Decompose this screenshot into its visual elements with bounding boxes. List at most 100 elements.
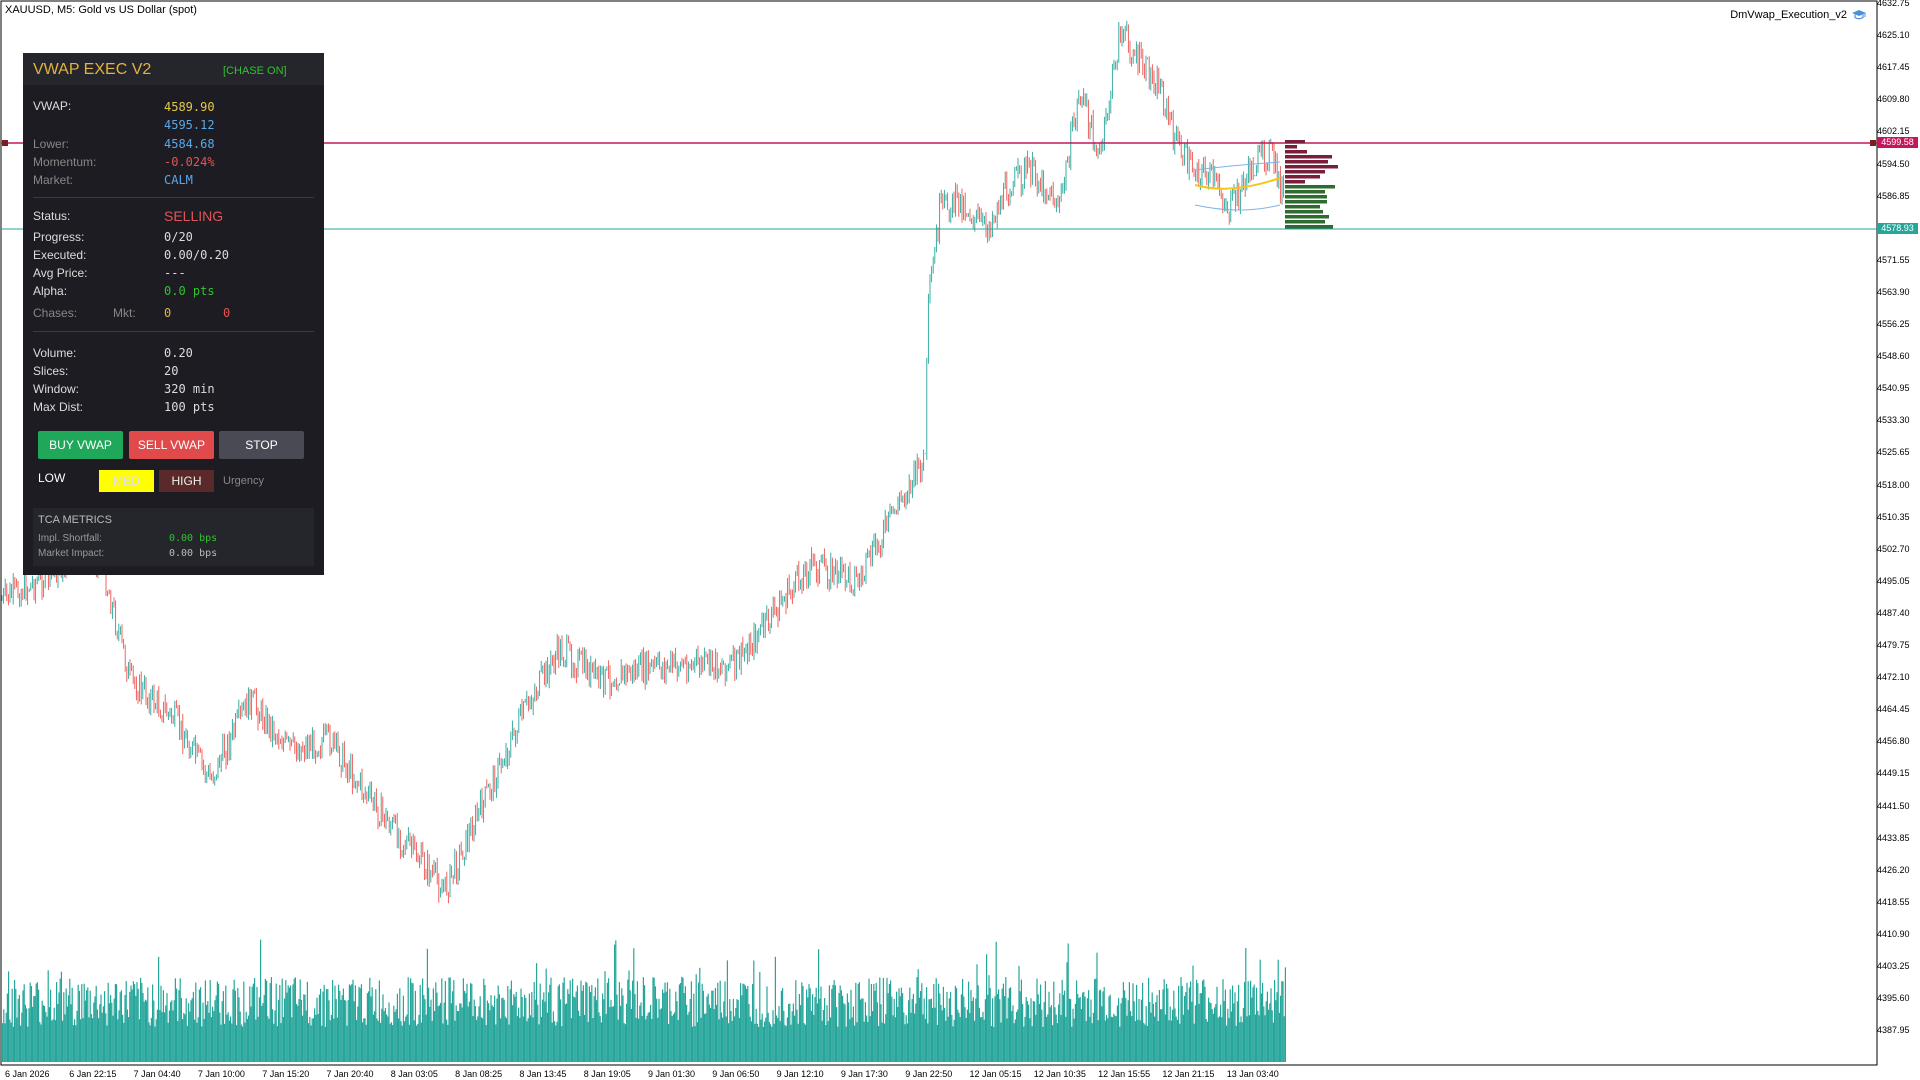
volume-bar: [291, 1017, 293, 1062]
volume-bar: [1272, 1022, 1274, 1062]
price-tick-label: 4632.75: [1877, 0, 1910, 8]
buy-vwap-button[interactable]: BUY VWAP: [38, 431, 123, 459]
volume-bar: [920, 991, 922, 1062]
volume-bar: [876, 1002, 878, 1062]
time-tick-label: 9 Jan 06:50: [712, 1069, 760, 1079]
volume-bar: [527, 1018, 529, 1062]
time-tick-label: 7 Jan 20:40: [326, 1069, 374, 1079]
volume-bar: [705, 1013, 707, 1062]
profile-bar: [1285, 205, 1320, 209]
profile-bar: [1285, 195, 1327, 199]
volume-bar: [915, 1003, 917, 1062]
volume-bar: [173, 1000, 175, 1062]
volume-bar: [470, 983, 472, 1062]
volume-bar: [352, 979, 354, 1062]
volume-bar: [375, 989, 377, 1062]
volume-bar: [520, 988, 522, 1062]
urgency-med-button[interactable]: MED: [99, 470, 154, 492]
volume-bar: [944, 1007, 946, 1062]
volume-bar: [1174, 1008, 1176, 1062]
volume-bar: [543, 992, 545, 1062]
volume-bar: [1109, 994, 1111, 1062]
volume-bar: [479, 996, 481, 1062]
volume-bar: [1134, 1021, 1136, 1062]
volume-bar: [528, 993, 530, 1062]
volume-bar: [554, 1021, 556, 1062]
volume-bar: [633, 948, 635, 1062]
volume-bar: [849, 1019, 851, 1062]
divider: [33, 331, 314, 332]
volume-bar: [734, 1016, 736, 1062]
volume-bar: [69, 978, 71, 1062]
volume-bar: [969, 1012, 971, 1062]
volume-bar: [522, 1016, 524, 1062]
volume-bar: [66, 1006, 68, 1062]
stop-button[interactable]: STOP: [219, 431, 304, 459]
volume-bar: [34, 996, 36, 1062]
mkt-value: 0: [223, 306, 231, 320]
volume-bar: [135, 995, 137, 1062]
volume-bar: [957, 1009, 959, 1062]
volume-bar: [664, 982, 666, 1062]
volume-bar: [120, 990, 122, 1062]
volume-bar: [200, 987, 202, 1062]
volume-bar: [154, 1026, 156, 1062]
volume-bar: [306, 981, 308, 1062]
indicator-name[interactable]: DmVwap_Execution_v2: [1730, 9, 1867, 21]
urgency-low-button[interactable]: LOW: [38, 471, 66, 485]
volume-bar: [1257, 1010, 1259, 1062]
volume-bar: [777, 1018, 779, 1062]
chart-border: [0, 0, 1878, 1066]
volume-bar: [772, 1010, 774, 1062]
volume-bar: [1229, 989, 1231, 1062]
volume-bar: [395, 1009, 397, 1062]
volume-bar: [930, 998, 932, 1062]
time-tick-label: 12 Jan 21:15: [1162, 1069, 1215, 1079]
volume-bar: [477, 1016, 479, 1062]
price-tick-label: 4395.60: [1877, 993, 1910, 1004]
volume-bar: [54, 1020, 56, 1062]
volume-bar: [1030, 998, 1032, 1062]
volume-bar: [660, 1008, 662, 1062]
volume-bar: [923, 998, 925, 1062]
volume-bar: [680, 982, 682, 1062]
volume-bar: [983, 1019, 985, 1062]
volume-bar: [750, 1021, 752, 1062]
divider: [33, 197, 314, 198]
line-anchor-marker[interactable]: [2, 140, 8, 146]
volume-bar: [1277, 959, 1279, 1062]
volume-bar: [1256, 987, 1258, 1062]
volume-bar: [1026, 1001, 1028, 1062]
volume-bar: [332, 980, 334, 1062]
volume-bar: [404, 1021, 406, 1062]
volume-bar: [977, 985, 979, 1062]
sell-vwap-button[interactable]: SELL VWAP: [129, 431, 214, 459]
urgency-high-button[interactable]: HIGH: [159, 470, 214, 492]
volume-bar: [1203, 979, 1205, 1062]
price-tick-label: 4594.50: [1877, 158, 1910, 169]
volume-bar: [180, 998, 182, 1062]
volume-bar: [350, 985, 352, 1062]
volume-bar: [394, 1011, 396, 1062]
volume-bar: [687, 1014, 689, 1062]
volume-bar: [815, 987, 817, 1062]
price-tick-label: 4464.45: [1877, 704, 1910, 715]
volume-bar: [640, 1002, 642, 1062]
volume-bar: [1188, 987, 1190, 1062]
volume-bar: [864, 1002, 866, 1062]
line-anchor-marker[interactable]: [1870, 140, 1876, 146]
volume-bar: [1202, 980, 1204, 1062]
volume-bar: [712, 990, 714, 1062]
volume-bar: [1228, 1017, 1230, 1062]
volume-bar: [486, 1000, 488, 1062]
price-tick-label: 4403.25: [1877, 961, 1910, 971]
vwap-exec-panel[interactable]: VWAP EXEC V2 [CHASE ON] VWAP: 4589.90 45…: [23, 53, 324, 575]
volume-bar: [124, 995, 126, 1062]
volume-bar: [453, 980, 455, 1062]
panel-header[interactable]: VWAP EXEC V2 [CHASE ON]: [23, 53, 324, 85]
volume-bar: [12, 1026, 14, 1062]
volume-bar: [1187, 1009, 1189, 1062]
volume-bar: [41, 1000, 43, 1062]
